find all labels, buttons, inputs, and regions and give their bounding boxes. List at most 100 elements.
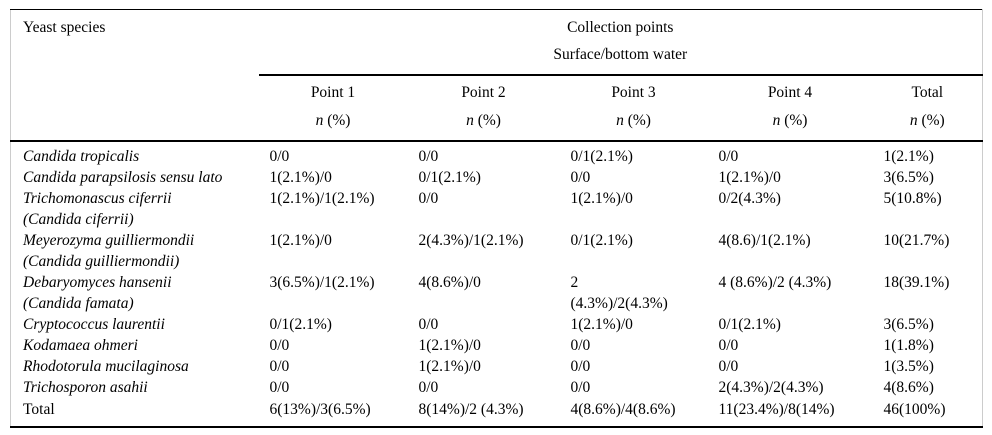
percent-label: (%) [917,112,945,129]
percent-label: (%) [323,112,351,129]
species-name: Rhodotorula mucilaginosa [11,356,259,377]
table-row: Meyerozyma guilliermondii (Candida guilli… [11,230,983,272]
cell-total-point-1: 6(13%)/3(6.5%) [269,401,371,418]
cell-point-3: 0/0 [570,379,591,396]
cell-point-1: 0/0 [269,148,290,165]
species-main: Trichomonascus ciferrii [23,190,172,207]
species-name: Candida tropicalis [11,141,259,167]
cell-point-2: 2(4.3%)/1(2.1%) [418,232,524,249]
header-row-points: Point 1 Point 2 Point 3 Point 4 Total [11,75,983,103]
table-row: Trichomonascus ciferrii (Candida ciferrii… [11,188,983,230]
yeast-collection-table: Yeast species Collection points Surface/… [10,9,984,428]
cell-total: 1(3.5%) [883,358,934,375]
percent-label: (%) [473,112,501,129]
cell-point-2: 0/1(2.1%) [418,169,481,186]
cell-point-2: 1(2.1%)/0 [418,358,481,375]
cell-total-point-2: 8(14%)/2 (4.3%) [418,401,524,418]
cell-point-2: 0/0 [418,379,439,396]
cell-point-1: 0/0 [269,379,290,396]
cell-total: 5(10.8%) [883,190,942,207]
subheader-n-percent: n (%) [707,103,873,142]
n-italic: n [616,112,624,129]
yeast-table-container: Yeast species Collection points Surface/… [10,9,984,428]
table-row: Cryptococcus laurentii 0/1(2.1%) 0/0 1(2… [11,314,983,335]
cell-point-3: 0/1(2.1%) [570,148,633,165]
table-row: Rhodotorula mucilaginosa 0/0 1(2.1%)/0 0… [11,356,983,377]
cell-point-4: 4 (8.6%)/2 (4.3%) [718,274,832,291]
column-header-point-1: Point 1 [310,84,356,101]
cell-point-3: 0/0 [570,337,591,354]
cell-point-2: 0/0 [418,190,439,207]
species-name: Candida parapsilosis sensu lato [11,167,259,188]
cell-point-3: 2 (4.3%)/2(4.3%) [570,274,668,312]
species-synonym: (Candida ciferrii) [23,211,134,228]
cell-total: 4(8.6%) [883,379,934,396]
cell-total-total: 46(100%) [883,401,946,418]
table-header: Yeast species Collection points Surface/… [10,9,983,142]
table-row: Candida tropicalis 0/0 0/0 0/1(2.1%) 0/0… [11,141,983,167]
cell-point-4: 0/0 [718,358,739,375]
species-synonym: (Candida guilliermondii) [23,253,180,270]
cell-total: 3(6.5%) [883,316,934,333]
cell-point-4: 4(8.6)/1(2.1%) [718,232,811,249]
table-body: Candida tropicalis 0/0 0/0 0/1(2.1%) 0/0… [11,141,983,427]
cell-total-point-4: 11(23.4%)/8(14%) [718,401,835,418]
column-header-point-2: Point 2 [461,84,506,101]
cell-total: 3(6.5%) [883,169,934,186]
cell-point-2: 0/0 [418,148,439,165]
total-label: Total [23,401,55,418]
column-header-point-3: Point 3 [611,84,656,101]
cell-point-2: 1(2.1%)/0 [418,337,481,354]
cell-total: 18(39.1%) [883,274,950,291]
cell-point-4: 1(2.1%)/0 [718,169,781,186]
species-synonym: (Candida famata) [23,295,134,312]
percent-label: (%) [623,112,651,129]
cell-point-4: 2(4.3%)/2(4.3%) [718,379,824,396]
species-name: Debaryomyces hansenii (Candida famata) [11,272,259,314]
cell-point-1: 1(2.1%)/0 [269,169,332,186]
species-main: Rhodotorula mucilaginosa [23,358,189,375]
species-main: Meyerozyma guilliermondii [23,232,195,249]
cell-total: 10(21.7%) [883,232,950,249]
header-row-group-title: Yeast species Collection points [10,9,983,142]
species-name: Kodamaea ohmeri [11,335,259,356]
cell-point-1: 0/0 [269,358,290,375]
column-group-title: Collection points [567,19,674,36]
cell-point-1: 1(2.1%)/0 [269,232,332,249]
species-name: Trichomonascus ciferrii (Candida ciferrii… [11,188,259,230]
species-name: Meyerozyma guilliermondii (Candida guilli… [11,230,259,272]
n-italic: n [315,112,324,129]
cell-point-3: 1(2.1%)/0 [570,190,633,207]
cell-point-1: 0/0 [269,337,290,354]
table-row: Candida parapsilosis sensu lato 1(2.1%)/… [11,167,983,188]
subheader-n-percent: n (%) [407,103,560,142]
cell-point-2: 4(8.6%)/0 [418,274,481,291]
species-main: Candida tropicalis [23,148,140,165]
n-italic: n [909,112,918,129]
cell-point-1: 3(6.5%)/1(2.1%) [269,274,375,291]
species-main: Trichosporon asahii [23,379,148,396]
subheader-n-percent: n (%) [258,103,408,142]
species-main: Debaryomyces hansenii [23,274,172,291]
species-name: Cryptococcus laurentii [11,314,259,335]
cell-point-1: 1(2.1%)/1(2.1%) [269,190,375,207]
species-main: Candida parapsilosis sensu lato [23,169,223,186]
cell-point-3: 0/1(2.1%) [570,232,633,249]
cell-point-4: 0/0 [718,148,739,165]
subheader-n-percent: n (%) [872,103,983,142]
column-header-total: Total [911,84,944,101]
cell-point-3: 1(2.1%)/0 [570,316,633,333]
cell-point-3: 0/0 [570,358,591,375]
cell-total-point-3: 4(8.6%)/4(8.6%) [570,401,676,418]
cell-point-3: 0/0 [570,169,591,186]
column-header-point-4: Point 4 [767,84,813,101]
cell-point-2: 0/0 [418,316,439,333]
table-row: Debaryomyces hansenii (Candida famata) 3(… [11,272,983,314]
cell-point-4: 0/2(4.3%) [718,190,781,207]
cell-point-4: 0/0 [718,337,739,354]
column-group-subtitle: Surface/bottom water [258,38,983,76]
cell-total: 1(1.8%) [883,337,934,354]
species-main: Cryptococcus laurentii [23,316,165,333]
species-main: Kodamaea ohmeri [23,337,138,354]
header-row-group-subtitle: Surface/bottom water [11,38,983,76]
